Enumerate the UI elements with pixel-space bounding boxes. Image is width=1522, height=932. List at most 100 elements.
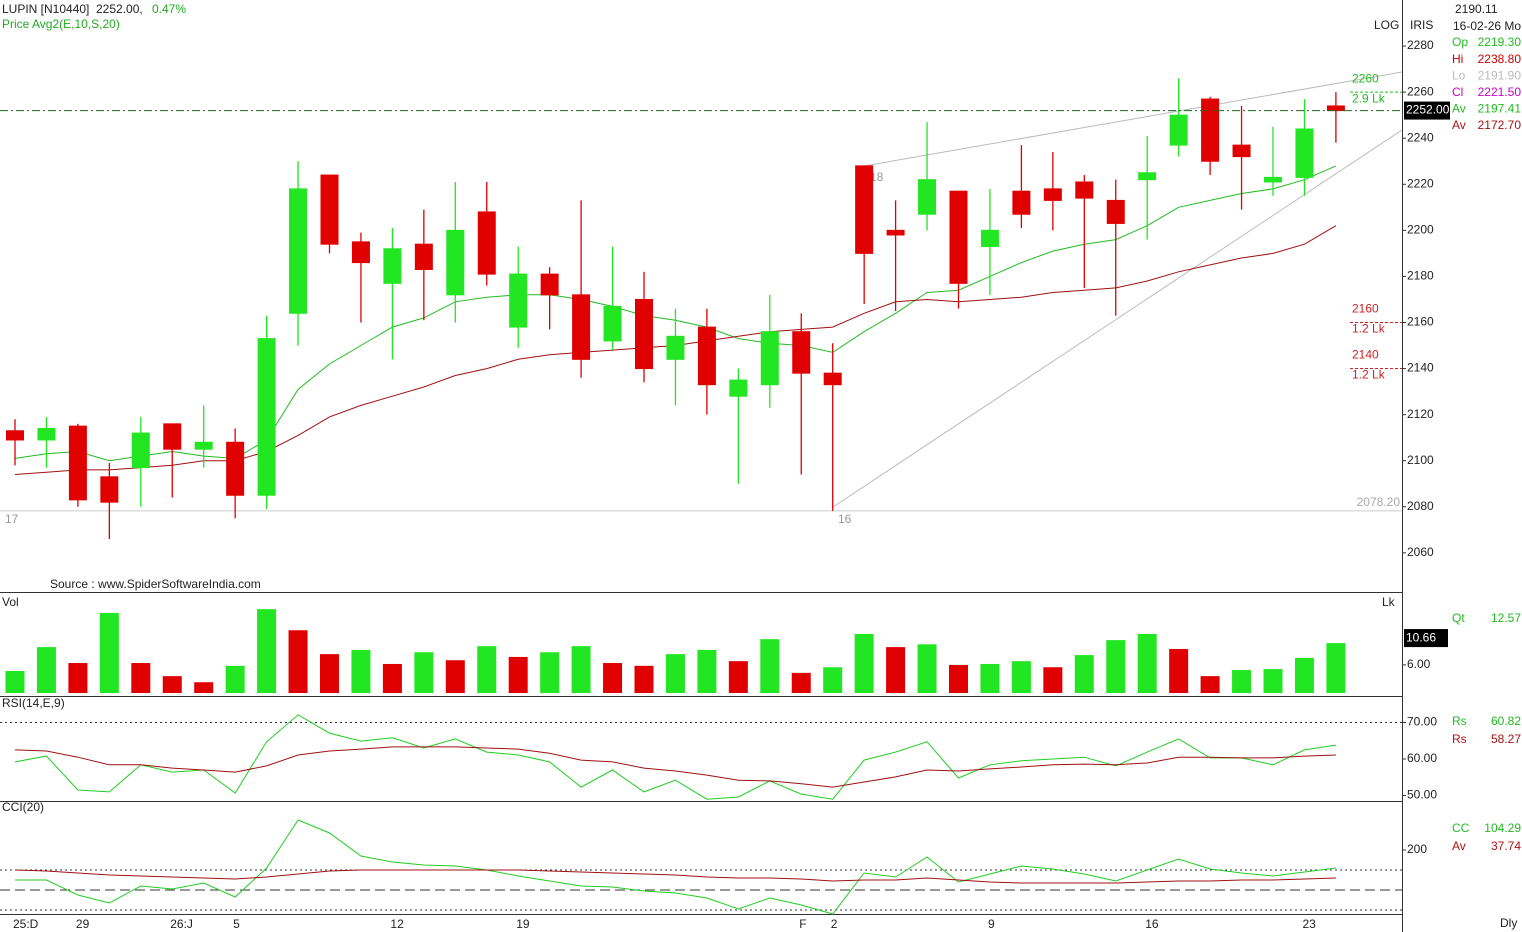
y-tick-label: 50.00 xyxy=(1407,788,1437,802)
volume-bar xyxy=(225,665,245,693)
volume-bar xyxy=(257,609,277,693)
date-marker: 16 xyxy=(838,512,852,526)
volume-bar xyxy=(1011,661,1031,693)
info-value: 2219.30 xyxy=(1478,35,1522,49)
indicator-line xyxy=(14,746,1336,788)
volume-bar xyxy=(194,682,214,693)
volume-bar xyxy=(508,656,528,693)
volume-bar xyxy=(1106,640,1126,693)
last-price-box xyxy=(1404,101,1450,120)
info-label: Op xyxy=(1452,35,1468,49)
studies: Price Avg2(E,10,S,20) xyxy=(2,17,120,31)
level-price: 2140 xyxy=(1352,348,1379,362)
y-tick-label: 2200 xyxy=(1407,223,1434,237)
volume-bar xyxy=(5,670,25,693)
candle-body xyxy=(100,476,119,503)
readout-value: 60.82 xyxy=(1491,714,1521,728)
x-tick-label: 2 xyxy=(831,917,838,931)
y-tick-label: 2280 xyxy=(1407,38,1434,52)
volume-bar xyxy=(980,663,1000,693)
y-tick-label: 2140 xyxy=(1407,361,1434,375)
candle-body xyxy=(666,335,685,360)
indicator-line xyxy=(15,819,1336,915)
date-marker: 18 xyxy=(870,170,884,184)
info-label: Av xyxy=(1452,102,1466,116)
cursor-date: 16-02-26 Mo xyxy=(1453,19,1521,33)
volume-bar xyxy=(1074,655,1094,693)
candle-body xyxy=(351,241,370,264)
candle-body xyxy=(980,229,999,247)
x-tick-label: 19 xyxy=(516,917,530,931)
x-tick-label: 29 xyxy=(76,917,90,931)
level-volume: 1.2 Lk xyxy=(1352,322,1386,336)
info-value: 2172.70 xyxy=(1478,118,1522,132)
volume-bar xyxy=(917,644,937,693)
candle-body xyxy=(383,248,402,284)
volume-bar xyxy=(697,649,717,693)
volume-bar xyxy=(351,649,371,693)
y-tick-label: 2100 xyxy=(1407,453,1434,467)
volume-bar xyxy=(36,647,56,693)
candle-body xyxy=(1264,176,1282,183)
info-value: 2191.90 xyxy=(1478,68,1522,82)
candle-body xyxy=(1201,98,1220,162)
volume-bar xyxy=(1169,648,1189,693)
candle-body xyxy=(792,331,811,374)
x-tick-label: 26:J xyxy=(170,917,193,931)
volume-bar xyxy=(1294,657,1314,693)
volume-bar xyxy=(1326,643,1346,693)
volume-bar xyxy=(571,646,591,693)
candle-body xyxy=(1106,199,1125,224)
candle-body xyxy=(1295,128,1314,178)
x-tick-label: 23 xyxy=(1302,917,1316,931)
panel-title: CCI(20) xyxy=(2,800,44,814)
volume-bar xyxy=(854,633,874,693)
info-label: Av xyxy=(1452,118,1466,132)
trend-line xyxy=(832,129,1403,508)
volume-bar xyxy=(665,654,685,693)
candle-body xyxy=(603,305,622,342)
candle-body xyxy=(68,425,87,501)
info-value: 2197.41 xyxy=(1478,102,1522,116)
candle-body xyxy=(697,326,716,386)
candle-body xyxy=(635,298,653,370)
candle-body xyxy=(1138,172,1157,181)
candle-body xyxy=(1043,188,1062,201)
volume-bar xyxy=(1043,667,1063,693)
x-tick-label: 5 xyxy=(233,917,240,931)
candle-body xyxy=(855,165,874,254)
cursor-value: 2190.11 xyxy=(1455,2,1498,16)
volume-bar xyxy=(1200,676,1220,693)
readout-value: 12.57 xyxy=(1491,611,1521,625)
y-tick-label: 70.00 xyxy=(1407,715,1437,729)
info-value: 2238.80 xyxy=(1478,52,1522,66)
x-tick-label: 12 xyxy=(390,917,404,931)
info-label: Cl xyxy=(1452,85,1463,99)
volume-bar xyxy=(382,663,402,693)
candle-body xyxy=(163,423,182,450)
panel-title: RSI(14,E,9) xyxy=(2,696,65,710)
volume-bar xyxy=(320,654,339,693)
candle-body xyxy=(823,372,842,386)
period: Dly xyxy=(1500,916,1517,930)
candle-body xyxy=(6,430,24,441)
y-tick-label: 2240 xyxy=(1407,130,1434,144)
level-price: 2160 xyxy=(1352,302,1379,316)
symbol: LUPIN [N10440] xyxy=(2,2,89,16)
volume-bar xyxy=(1263,669,1283,693)
scale-mode: LOG xyxy=(1374,18,1399,32)
readout-label: Rs xyxy=(1452,732,1467,746)
readout-label: Av xyxy=(1452,839,1466,853)
candle-body xyxy=(194,441,213,450)
candle-body xyxy=(257,338,276,496)
volume-bar xyxy=(823,667,843,693)
info-label: Lo xyxy=(1452,68,1466,82)
volume-bar xyxy=(540,652,560,693)
candle-body xyxy=(1012,190,1031,215)
candle-body xyxy=(509,273,528,328)
candle-body xyxy=(289,188,308,314)
candle-body xyxy=(320,174,339,245)
volume-bar xyxy=(131,663,151,693)
